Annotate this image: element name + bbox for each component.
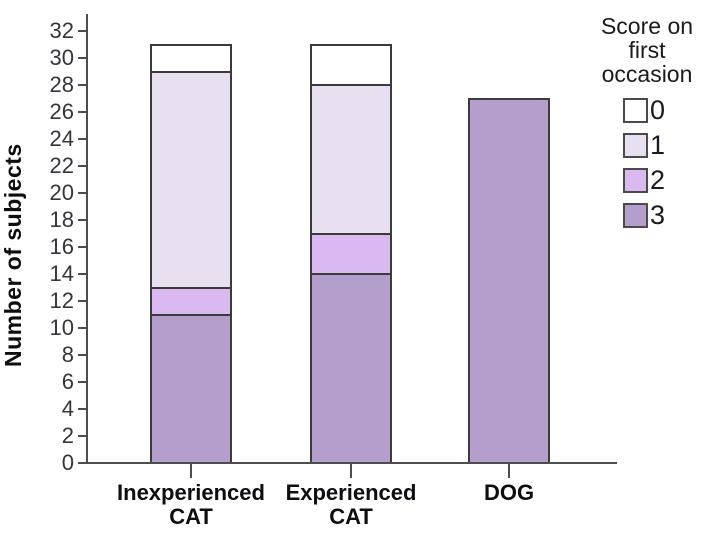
legend-entry-score-3: 3	[623, 200, 710, 230]
legend-title-line: first	[628, 37, 666, 63]
category-label-line: CAT	[329, 504, 373, 529]
legend-entries: 0 1 2 3	[584, 95, 710, 230]
category-label: DOG	[409, 481, 609, 505]
y-tick-label: 10	[49, 315, 74, 340]
y-axis-tick	[78, 138, 86, 140]
x-axis-line	[86, 462, 617, 464]
legend-entry-score-2: 2	[623, 165, 710, 195]
y-axis-tick	[78, 111, 86, 113]
legend-entry-label: 0	[650, 95, 666, 125]
legend-entry-score-0: 0	[623, 95, 710, 125]
bar-segment-score-0	[310, 43, 392, 84]
legend-title-line: occasion	[601, 61, 693, 87]
bar-segment-score-1	[150, 70, 232, 287]
category-label: Inexperienced CAT	[91, 481, 291, 529]
legend-entry-score-1: 1	[623, 130, 710, 160]
bar-segment-score-0	[150, 43, 232, 71]
y-axis-tick	[78, 192, 86, 194]
category-label: Experienced CAT	[251, 481, 451, 529]
x-axis-tick	[508, 464, 510, 478]
y-axis-tick	[78, 30, 86, 32]
y-axis-tick	[78, 354, 86, 356]
y-tick-label: 30	[49, 45, 74, 70]
legend-swatch-icon	[623, 168, 648, 193]
y-tick-label: 20	[49, 180, 74, 205]
y-axis-tick	[78, 435, 86, 437]
y-tick-label: 2	[61, 423, 74, 448]
x-axis-tick	[350, 464, 352, 478]
y-axis-tick	[78, 84, 86, 86]
y-axis-tick	[78, 57, 86, 59]
y-tick-label: 8	[61, 342, 74, 367]
y-tick-label: 28	[49, 72, 74, 97]
y-axis-tick	[78, 462, 86, 464]
y-tick-label: 32	[49, 18, 74, 43]
legend-swatch-icon	[623, 133, 648, 158]
legend-entry-label: 2	[650, 165, 666, 195]
category-label-line: Experienced	[285, 480, 417, 505]
y-tick-label: 4	[61, 396, 74, 421]
y-tick-label: 24	[49, 126, 74, 151]
y-axis-tick	[78, 165, 86, 167]
legend-entry-label: 1	[650, 130, 666, 160]
y-tick-label: 0	[61, 450, 74, 475]
y-tick-label: 12	[49, 288, 74, 313]
legend-title-line: Score on	[600, 13, 694, 39]
y-tick-label: 6	[61, 369, 74, 394]
category-label-line: CAT	[169, 504, 213, 529]
legend-swatch-icon	[623, 203, 648, 228]
y-axis-tick	[78, 219, 86, 221]
y-tick-label: 16	[49, 234, 74, 259]
bar-segment-score-3	[310, 273, 392, 462]
y-axis-tick	[78, 300, 86, 302]
legend: Score on first occasion 0 1 2 3	[584, 14, 710, 238]
y-axis-tick	[78, 381, 86, 383]
bar-segment-score-2	[150, 286, 232, 314]
legend-entry-label: 3	[650, 200, 666, 230]
y-axis-tick	[78, 273, 86, 275]
y-axis-tick	[78, 408, 86, 410]
bar-segment-score-2	[310, 232, 392, 273]
y-tick-label: 18	[49, 207, 74, 232]
y-tick-label: 14	[49, 261, 74, 286]
y-axis-line	[86, 14, 88, 464]
y-axis-tick	[78, 327, 86, 329]
y-axis-tick	[78, 246, 86, 248]
bar-segment-score-1	[310, 84, 392, 233]
y-tick-label: 22	[49, 153, 74, 178]
x-axis-tick	[190, 464, 192, 478]
category-label-line: Inexperienced	[117, 480, 265, 505]
legend-title: Score on first occasion	[584, 14, 710, 86]
category-label-line: DOG	[483, 480, 535, 505]
y-tick-label: 26	[49, 99, 74, 124]
legend-swatch-icon	[623, 98, 648, 123]
bar-segment-score-3	[150, 313, 232, 462]
bar-segment-score-3	[468, 97, 550, 462]
